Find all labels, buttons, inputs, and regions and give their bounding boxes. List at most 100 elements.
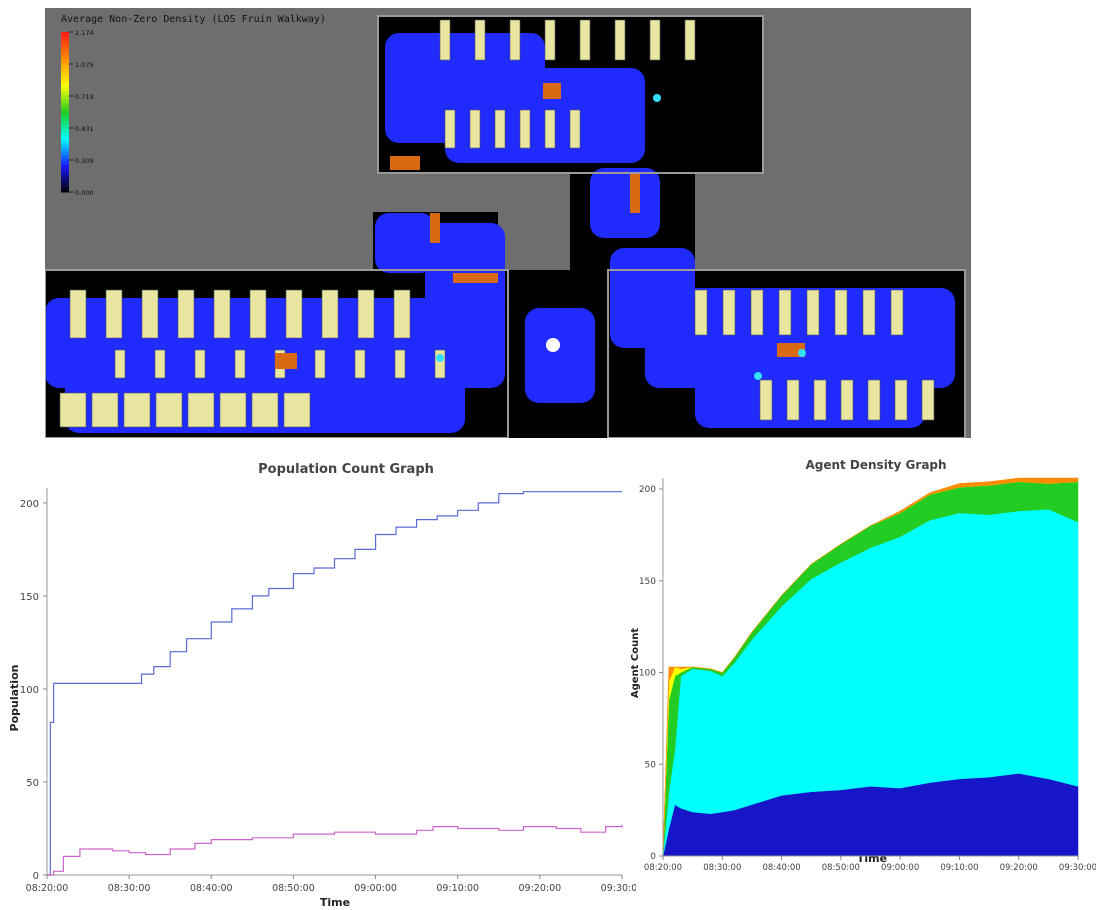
density-hotspot (798, 349, 806, 357)
y-tick-label: 0 (650, 852, 656, 862)
density-legend: Average Non-Zero Density (LOS Fruin Walk… (61, 14, 326, 197)
furniture (285, 289, 303, 339)
bench (430, 213, 440, 243)
bench (453, 273, 498, 283)
furniture (321, 289, 339, 339)
furniture (469, 109, 481, 149)
furniture (114, 349, 126, 379)
furniture (154, 349, 166, 379)
series-line-0 (47, 491, 622, 876)
furniture (750, 289, 764, 336)
furniture (249, 289, 267, 339)
legend-color-segment (61, 138, 69, 166)
x-tick-label: 09:30:00 (601, 883, 636, 894)
furniture (177, 289, 195, 339)
y-tick-label: 100 (639, 669, 656, 679)
x-tick-label: 08:20:00 (644, 863, 682, 873)
furniture (614, 19, 626, 61)
legend-color-segment (61, 32, 69, 60)
x-tick-label: 08:20:00 (26, 883, 69, 894)
x-tick-label: 09:30:00 (1059, 863, 1096, 873)
furniture (890, 289, 904, 336)
bench (543, 83, 561, 99)
legend-title: Average Non-Zero Density (LOS Fruin Walk… (61, 14, 326, 25)
furniture (434, 349, 446, 379)
furniture (722, 289, 736, 336)
y-tick-label: 200 (20, 499, 39, 510)
furniture (194, 349, 206, 379)
plot-area: 0 50 100 150 200 08:20:00 08:30:00 08:40:00 08:5… (639, 477, 1096, 873)
x-tick-label: 09:10:00 (940, 863, 978, 873)
bench (777, 343, 805, 357)
chart-title: Population Count Graph (258, 462, 434, 477)
wall (607, 269, 966, 438)
bench (390, 156, 420, 170)
legend-color-segment (61, 85, 69, 113)
furniture (91, 392, 119, 428)
agent-density-graph: Agent Density Graph Time Agent Count 050… (630, 458, 1096, 873)
furniture (219, 392, 247, 428)
furniture (684, 19, 696, 61)
chart-title: Agent Density Graph (805, 458, 946, 472)
legend-value: 0.309 (75, 157, 94, 165)
furniture (544, 19, 556, 61)
legend-color-segment (61, 112, 69, 140)
x-tick-label: 09:20:00 (519, 883, 562, 894)
furniture (894, 379, 908, 421)
furniture (813, 379, 827, 421)
x-tick-label: 08:40:00 (762, 863, 800, 873)
furniture (862, 289, 876, 336)
x-tick-label: 09:10:00 (436, 883, 479, 894)
y-tick-label: 50 (645, 760, 657, 770)
density-hotspot (653, 94, 661, 102)
furniture (393, 289, 411, 339)
furniture (283, 392, 311, 428)
furniture (579, 19, 591, 61)
wall (45, 269, 509, 438)
bench (630, 173, 640, 213)
furniture (867, 379, 881, 421)
legend-color-segment (61, 58, 69, 86)
furniture (840, 379, 854, 421)
y-tick-label: 200 (639, 485, 656, 495)
y-axis-label: Population (8, 665, 21, 732)
legend-color-bar (61, 32, 69, 193)
furniture (354, 349, 366, 379)
furniture (59, 392, 87, 428)
furniture (834, 289, 848, 336)
bench (275, 353, 297, 369)
x-tick-label: 08:30:00 (108, 883, 151, 894)
series-line-1 (47, 824, 623, 876)
legend-value: 0.000 (75, 189, 94, 197)
y-tick-label: 100 (20, 685, 39, 696)
y-tick-label: 150 (639, 577, 656, 587)
y-tick-label: 150 (20, 592, 39, 603)
furniture (444, 109, 456, 149)
wall (377, 15, 764, 174)
population-count-graph: Population Count Graph Time Population 0… (8, 462, 636, 909)
x-tick-label: 09:00:00 (354, 883, 397, 894)
walk-zone (375, 213, 435, 273)
x-tick-label: 09:20:00 (1000, 863, 1038, 873)
legend-labels: 2.174 1.075 0.719 0.431 0.309 0.000 (69, 29, 94, 197)
pillar (546, 338, 560, 352)
furniture (569, 109, 581, 149)
legend-color-segment (61, 165, 69, 193)
furniture (439, 19, 451, 61)
area-series-4 (662, 477, 1079, 857)
furniture (251, 392, 279, 428)
furniture (474, 19, 486, 61)
furniture (759, 379, 773, 421)
furniture (105, 289, 123, 339)
furniture (649, 19, 661, 61)
furniture (155, 392, 183, 428)
furniture (778, 289, 792, 336)
furniture (806, 289, 820, 336)
legend-value: 0.431 (75, 125, 94, 133)
furniture (213, 289, 231, 339)
walk-zone (590, 168, 660, 238)
furniture (314, 349, 326, 379)
legend-value: 2.174 (75, 29, 94, 37)
furniture (509, 19, 521, 61)
furniture (394, 349, 406, 379)
